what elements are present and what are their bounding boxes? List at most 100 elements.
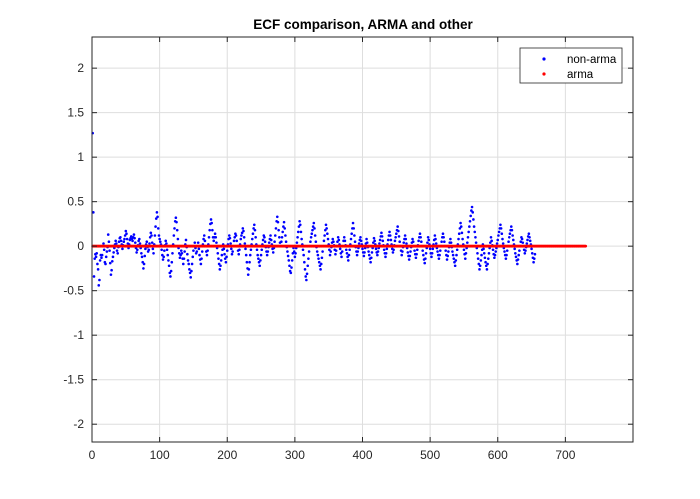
- non-arma-point: [108, 261, 112, 265]
- non-arma-series: [91, 131, 537, 287]
- non-arma-point: [149, 231, 153, 235]
- non-arma-point: [357, 242, 361, 245]
- non-arma-point: [466, 235, 470, 239]
- non-arma-point: [415, 248, 419, 252]
- non-arma-point: [478, 268, 481, 271]
- non-arma-point: [210, 221, 213, 225]
- non-arma-point: [192, 249, 195, 252]
- non-arma-point: [275, 215, 279, 219]
- non-arma-point: [156, 227, 160, 230]
- non-arma-point: [277, 228, 280, 232]
- non-arma-point: [411, 237, 414, 241]
- non-arma-point: [154, 217, 158, 220]
- non-arma-point: [445, 258, 449, 261]
- non-arma-point: [532, 260, 535, 264]
- non-arma-point: [363, 251, 366, 254]
- non-arma-point: [212, 239, 216, 243]
- non-arma-point: [238, 248, 241, 252]
- non-arma-point: [422, 253, 425, 257]
- non-arma-point: [426, 235, 430, 239]
- y-tick-label: 0: [77, 239, 84, 253]
- non-arma-point: [117, 240, 121, 244]
- arma-point: [584, 244, 588, 248]
- non-arma-point: [353, 234, 356, 237]
- non-arma-point: [158, 237, 161, 241]
- non-arma-point: [350, 232, 353, 236]
- non-arma-point: [473, 230, 477, 234]
- non-arma-point: [310, 232, 314, 236]
- non-arma-point: [176, 237, 180, 241]
- non-arma-point: [135, 251, 138, 254]
- non-arma-point: [362, 254, 366, 258]
- non-arma-point: [92, 275, 96, 278]
- non-arma-point: [451, 253, 455, 257]
- non-arma-point: [154, 225, 157, 228]
- non-arma-point: [119, 235, 122, 239]
- non-arma-point: [505, 253, 508, 257]
- non-arma-point: [424, 257, 427, 260]
- non-arma-point: [388, 234, 392, 237]
- non-arma-point: [398, 240, 401, 244]
- non-arma-point: [313, 234, 317, 237]
- non-arma-point: [494, 250, 498, 253]
- non-arma-point: [301, 248, 305, 252]
- non-arma-point: [313, 227, 316, 230]
- non-arma-point: [436, 250, 439, 253]
- non-arma-point: [242, 235, 246, 239]
- non-arma-point: [342, 235, 346, 239]
- non-arma-point: [263, 240, 267, 244]
- non-arma-point: [419, 235, 422, 239]
- non-arma-point: [386, 238, 390, 242]
- non-arma-point: [125, 237, 129, 241]
- non-arma-point: [237, 252, 241, 256]
- non-arma-point: [353, 240, 357, 244]
- non-arma-point: [402, 241, 406, 244]
- non-arma-point: [95, 252, 99, 255]
- non-arma-point: [527, 232, 531, 236]
- non-arma-point: [168, 271, 172, 275]
- non-arma-point: [211, 228, 214, 232]
- non-arma-point: [453, 260, 456, 264]
- non-arma-point: [497, 230, 501, 234]
- non-arma-point: [111, 255, 115, 259]
- non-arma-point: [283, 227, 287, 230]
- non-arma-point: [518, 249, 521, 252]
- non-arma-point: [373, 239, 376, 243]
- non-arma-point: [400, 253, 404, 257]
- non-arma-point: [100, 256, 103, 260]
- non-arma-point: [200, 257, 203, 260]
- non-arma-point: [482, 252, 486, 255]
- non-arma-point: [339, 252, 343, 255]
- non-arma-point: [372, 236, 376, 240]
- non-arma-point: [414, 256, 418, 260]
- non-arma-point: [253, 228, 257, 232]
- non-arma-point: [319, 268, 322, 271]
- non-arma-point: [415, 252, 418, 256]
- non-arma-point: [433, 234, 437, 237]
- non-arma-point: [307, 257, 310, 260]
- non-arma-point: [157, 234, 161, 237]
- non-arma-point: [418, 232, 422, 236]
- non-arma-point: [163, 249, 166, 252]
- non-arma-point: [528, 239, 532, 243]
- non-arma-point: [380, 235, 384, 238]
- non-arma-point: [329, 250, 333, 253]
- non-arma-point: [133, 241, 137, 244]
- non-arma-point: [530, 247, 533, 251]
- x-tick-label: 500: [420, 448, 440, 462]
- non-arma-point: [124, 229, 128, 233]
- non-arma-point: [487, 252, 491, 255]
- non-arma-point: [356, 250, 360, 253]
- non-arma-point: [311, 228, 314, 232]
- non-arma-point: [148, 235, 152, 239]
- non-arma-point: [376, 250, 380, 253]
- non-arma-point: [503, 250, 506, 253]
- non-arma-point: [367, 250, 370, 253]
- non-arma-point: [155, 211, 159, 214]
- non-arma-point: [141, 260, 145, 264]
- non-arma-point: [392, 248, 395, 252]
- legend-box: [519, 47, 623, 84]
- non-arma-point: [169, 275, 172, 278]
- non-arma-point: [305, 278, 308, 282]
- non-arma-point: [266, 250, 270, 253]
